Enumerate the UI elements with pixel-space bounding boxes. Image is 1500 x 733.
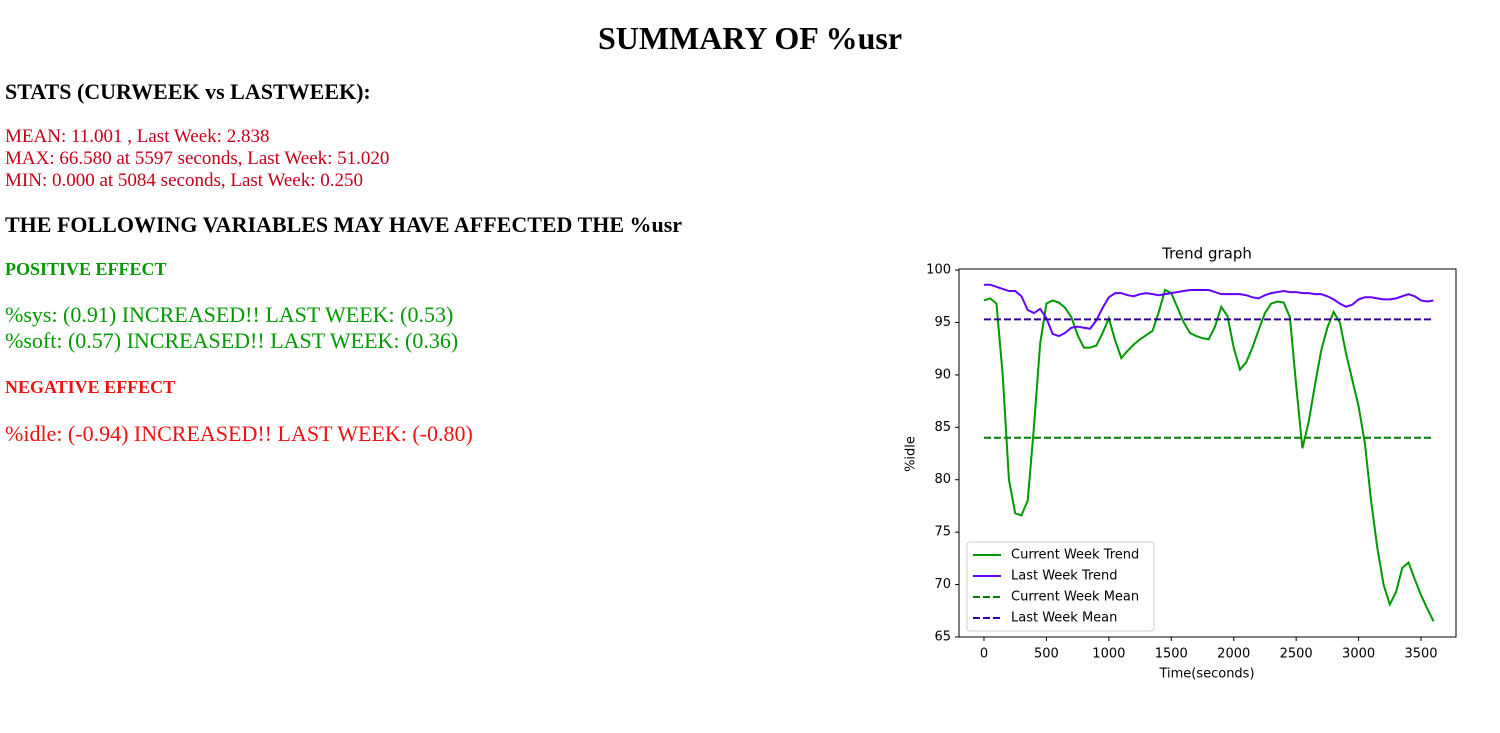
stats-heading: STATS (CURWEEK vs LASTWEEK): <box>5 79 371 104</box>
trend-line <box>983 283 1434 338</box>
x-tick-label: 1500 <box>1155 647 1188 662</box>
legend-box <box>966 541 1155 632</box>
positive-line: %soft: (0.57) INCREASED!! LAST WEEK: (0.… <box>5 328 459 353</box>
chart-title: Trend graph <box>1161 245 1252 263</box>
legend-label: Current Week Trend <box>1011 548 1139 563</box>
x-tick-label: 2500 <box>1280 647 1313 662</box>
x-tick-label: 3500 <box>1404 647 1437 662</box>
y-tick-label: 65 <box>934 630 951 645</box>
y-axis-label: %idle <box>904 436 919 472</box>
y-tick-label: 75 <box>934 525 951 540</box>
variables-heading: THE FOLLOWING VARIABLES MAY HAVE AFFECTE… <box>5 212 683 237</box>
x-tick-label: 0 <box>980 647 988 662</box>
y-tick-label: 90 <box>934 367 951 382</box>
negative-line: %idle: (-0.94) INCREASED!! LAST WEEK: (-… <box>5 421 473 446</box>
plot-frame <box>958 268 1457 638</box>
x-tick-label: 500 <box>1034 647 1059 662</box>
stat-line: MAX: 66.580 at 5597 seconds, Last Week: … <box>5 148 390 169</box>
positive-heading: POSITIVE EFFECT <box>5 259 167 279</box>
x-axis-label: Time(seconds) <box>1158 667 1254 682</box>
page-title: SUMMARY OF %usr <box>597 20 903 56</box>
y-tick-label: 85 <box>934 420 951 435</box>
y-tick-label: 95 <box>934 315 951 330</box>
legend-label: Last Week Mean <box>1011 611 1117 626</box>
x-tick-label: 3000 <box>1342 647 1375 662</box>
legend-label: Current Week Mean <box>1011 590 1139 605</box>
x-tick-label: 1000 <box>1092 647 1125 662</box>
negative-heading: NEGATIVE EFFECT <box>5 377 176 397</box>
stat-line: MEAN: 11.001 , Last Week: 2.838 <box>5 126 270 147</box>
y-tick-label: 100 <box>926 263 951 278</box>
x-tick-label: 2000 <box>1217 647 1250 662</box>
chart: Trend graph Time(seconds) %idle 0 500 1000… <box>904 245 1457 682</box>
legend-label: Last Week Trend <box>1011 569 1118 584</box>
trend-line <box>983 288 1435 622</box>
y-tick-label: 70 <box>934 577 951 592</box>
positive-line: %sys: (0.91) INCREASED!! LAST WEEK: (0.5… <box>5 302 454 327</box>
stat-line: MIN: 0.000 at 5084 seconds, Last Week: 0… <box>5 170 364 191</box>
y-tick-label: 80 <box>934 472 951 487</box>
